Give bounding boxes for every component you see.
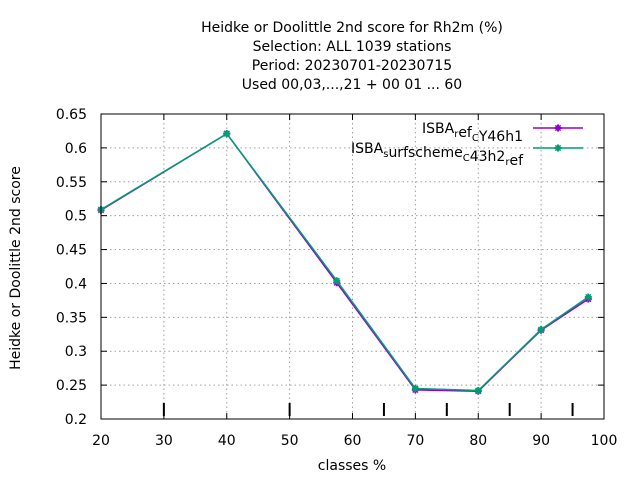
y-tick-label: 0.3 — [65, 344, 87, 360]
chart-title: Heidke or Doolittle 2nd score for Rh2m (… — [201, 20, 503, 93]
legend-label: ISBArefCY46h1 — [422, 121, 523, 145]
series-1 — [97, 130, 592, 395]
data-point — [411, 385, 419, 392]
data-point — [584, 293, 592, 301]
y-tick-label: 0.55 — [56, 175, 87, 191]
data-point — [333, 277, 341, 285]
y-tick-label: 0.45 — [56, 243, 87, 259]
legend-marker — [554, 144, 562, 152]
series-line — [100, 132, 589, 392]
grid — [101, 114, 604, 419]
data-point — [223, 130, 231, 138]
y-tick-label: 0.35 — [56, 310, 87, 326]
y-tick-label: 0.6 — [65, 141, 87, 157]
data-point — [537, 326, 545, 334]
y-tick-label: 0.4 — [65, 276, 87, 292]
y-tick-label: 0.25 — [56, 378, 87, 394]
x-tick-label: 70 — [406, 433, 424, 449]
series-line — [100, 132, 589, 392]
y-tick-label: 0.65 — [56, 107, 87, 123]
x-tick-label: 40 — [218, 433, 236, 449]
x-tick-label: 50 — [281, 433, 299, 449]
title-line-4: Used 00,03,...,21 + 00 01 ... 60 — [242, 77, 462, 93]
x-tick-label: 100 — [591, 433, 618, 449]
title-line-3: Period: 20230701-20230715 — [252, 58, 452, 74]
x-tick-label: 80 — [469, 433, 487, 449]
title-line-2: Selection: ALL 1039 stations — [253, 39, 452, 55]
legend-entry-2: ISBAsurfschemeC43h2ref — [351, 141, 583, 169]
legend-marker — [554, 124, 562, 132]
x-tick-label: 90 — [532, 433, 550, 449]
y-tick-label: 0.5 — [65, 209, 87, 225]
series-2 — [97, 130, 592, 395]
y-axis-label: Heidke or Doolittle 2nd score — [8, 166, 24, 370]
x-tick-label: 60 — [344, 433, 362, 449]
bottom-markers — [162, 403, 574, 416]
data-point — [474, 387, 482, 395]
x-tick-label: 20 — [92, 433, 110, 449]
y-tick-label: 0.2 — [65, 412, 87, 428]
x-tick-label: 30 — [155, 433, 173, 449]
legend-label: ISBAsurfschemeC43h2ref — [351, 141, 524, 169]
x-axis-label: classes % — [318, 458, 386, 474]
plot-frame — [100, 113, 605, 420]
title-line-1: Heidke or Doolittle 2nd score for Rh2m (… — [201, 20, 503, 36]
tick-labels: 20 30 40 50 60 70 80 90 100 0.2 0.25 0.3 0.35 0.4 0.45… — [56, 107, 618, 449]
legend-entry-1: ISBArefCY46h1 — [422, 121, 583, 145]
series-layer — [97, 130, 592, 395]
